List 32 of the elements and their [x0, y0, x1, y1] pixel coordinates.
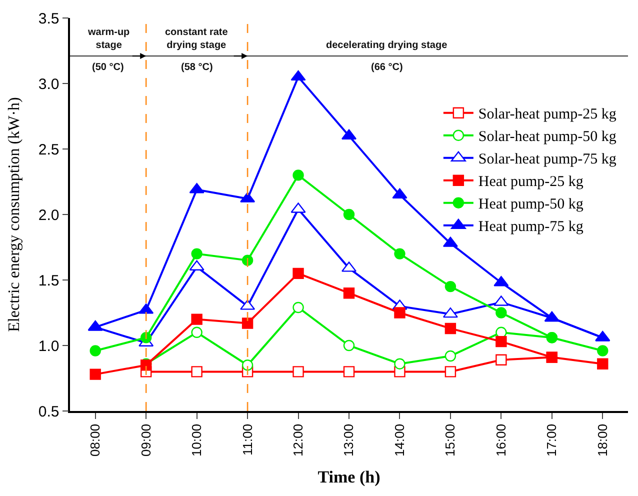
y-tick-label: 2.5 — [38, 141, 60, 158]
annotation: (66 °C) — [371, 62, 403, 73]
y-tick-label: 3.0 — [38, 76, 60, 93]
annotation: (58 °C) — [181, 62, 213, 73]
y-tick-label: 2.0 — [38, 206, 60, 224]
x-tick-label: 18:00 — [594, 424, 610, 456]
x-tick-label: 17:00 — [544, 424, 560, 456]
x-tick-label: 16:00 — [493, 424, 508, 456]
annotation: (50 °C) — [92, 62, 124, 73]
x-tick-label: 09:00 — [138, 424, 154, 456]
y-axis-title: Electric energy consumption (kW·h) — [6, 97, 23, 332]
x-tick-label: 15:00 — [442, 424, 458, 456]
x-tick-label: 08:00 — [88, 424, 103, 456]
y-tick-label: 0.5 — [38, 403, 60, 420]
x-tick-label: 12:00 — [290, 424, 306, 456]
x-tick-label: 13:00 — [341, 424, 356, 456]
legend-label: Solar-heat pump-25 kg — [478, 106, 617, 123]
annotation: warm-up stage — [87, 27, 130, 51]
legend-label: Heat pump-50 kg — [478, 196, 584, 213]
legend-label: Solar-heat pump-75 kg — [478, 152, 617, 168]
y-tick-label: 3.5 — [38, 10, 60, 28]
legend-label: Heat pump-75 kg — [478, 219, 584, 236]
x-tick-label: 10:00 — [189, 424, 204, 456]
legend-label: Solar-heat pump-50 kg — [478, 129, 617, 146]
y-tick-label: 1.0 — [38, 338, 60, 355]
annotation: constant rate drying stage — [165, 27, 228, 51]
x-tick-label: 11:00 — [240, 424, 255, 456]
legend-label: Heat pump-25 kg — [478, 174, 584, 190]
y-tick-label: 1.5 — [38, 272, 60, 290]
x-axis-title: Time (h) — [318, 467, 380, 486]
x-tick-label: 14:00 — [392, 424, 407, 456]
annotation: decelerating drying stage — [326, 40, 448, 51]
